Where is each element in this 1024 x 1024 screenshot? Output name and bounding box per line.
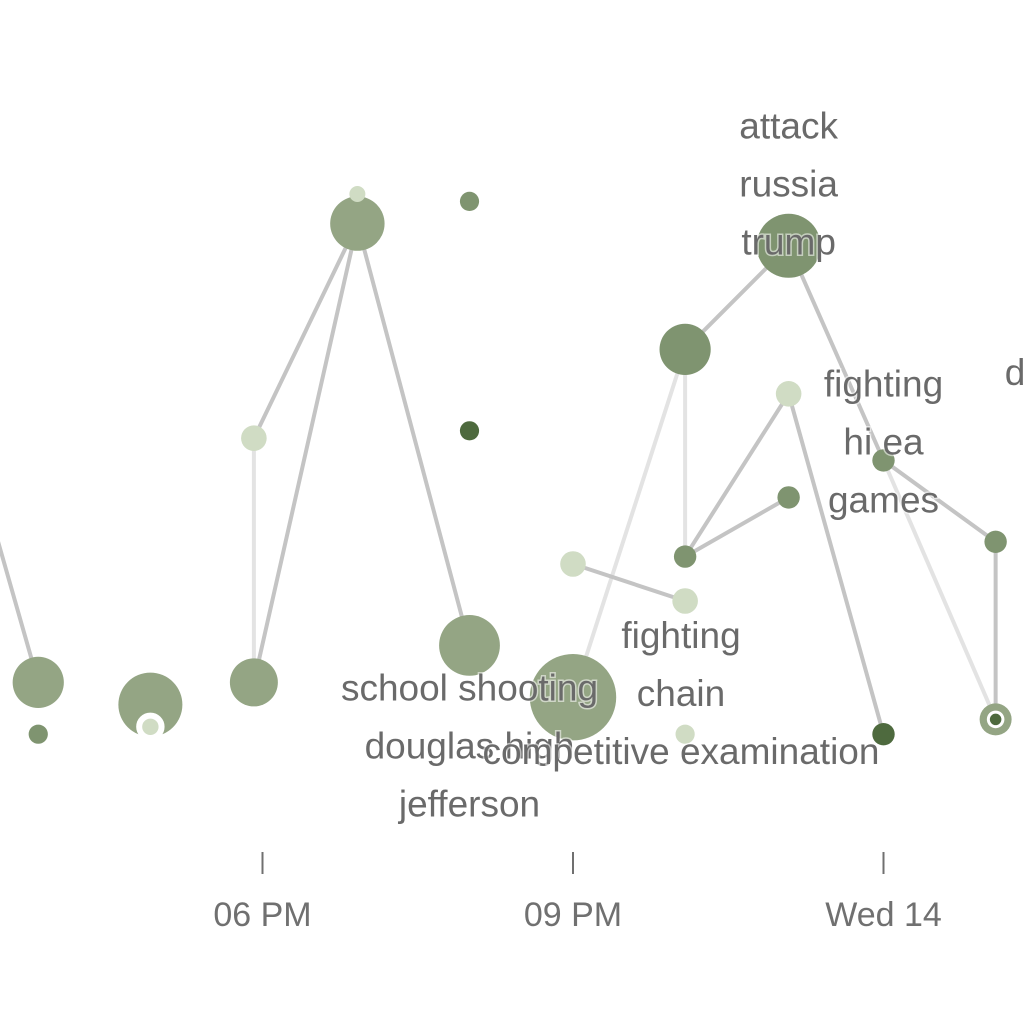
topic-node-n10[interactable] xyxy=(459,191,480,211)
topic-node-n4[interactable] xyxy=(118,672,183,737)
time-axis: 03 PM 06 PM 09 PM Wed 14 xyxy=(0,852,942,934)
axis-tick-label: 06 PM xyxy=(213,896,311,934)
topic-label-line: chain xyxy=(637,673,725,714)
link-n16-n20 xyxy=(683,391,791,559)
link-n7-n8 xyxy=(251,221,360,685)
topic-node-n19[interactable] xyxy=(756,213,821,278)
links-layer xyxy=(0,221,998,737)
topic-label-line: games xyxy=(828,480,939,521)
axis-tick-label: Wed 14 xyxy=(825,896,942,934)
topic-node-n16[interactable] xyxy=(673,545,697,568)
link-n16-n21 xyxy=(683,495,791,559)
topic-label-line: douglas high xyxy=(365,726,575,767)
topic-label-line: russia xyxy=(739,164,838,205)
topic-node-n23[interactable] xyxy=(872,723,895,746)
topic-node-n12[interactable] xyxy=(439,615,500,676)
topic-label-line: competitive examination xyxy=(483,731,880,772)
topic-node-n14[interactable] xyxy=(560,551,586,577)
axis-tick-label: 03 PM xyxy=(0,896,1,934)
topic-node-n20[interactable] xyxy=(775,381,802,407)
topic-label-line: jefferson xyxy=(398,784,540,825)
topic-node-n11[interactable] xyxy=(459,421,480,441)
topic-node-n6[interactable] xyxy=(241,425,267,452)
link-n22-n24 xyxy=(881,458,998,544)
link-n13-n15 xyxy=(571,347,688,700)
topic-node-n21[interactable] xyxy=(777,486,800,509)
topic-node-n5[interactable] xyxy=(136,712,165,741)
topic-node-n7[interactable] xyxy=(229,658,278,707)
nodes-layer xyxy=(12,186,1012,746)
link-n19-n22 xyxy=(786,243,886,463)
topic-node-n3[interactable] xyxy=(28,724,48,744)
topic-node-n9[interactable] xyxy=(349,186,366,202)
topic-label-line: fighting xyxy=(621,615,740,656)
topic-label-line: school shooting xyxy=(341,668,598,709)
topic-node-n17[interactable] xyxy=(672,588,698,614)
link-n6-n8 xyxy=(251,221,360,441)
link-n8-n12 xyxy=(355,221,472,648)
link-n1-n2 xyxy=(0,541,41,685)
topic-node-n2[interactable] xyxy=(12,656,64,709)
link-n22-n25 xyxy=(881,458,998,722)
topic-node-n15[interactable] xyxy=(659,323,711,375)
topic-label-line: dea xyxy=(1005,352,1024,393)
topic-label-line: trump xyxy=(741,222,836,263)
topic-node-n22[interactable] xyxy=(872,449,895,472)
axis-tick-label: 09 PM xyxy=(524,896,622,934)
topic-node-n18[interactable] xyxy=(675,724,695,744)
node-core-n25 xyxy=(989,713,1002,726)
topic-node-n8[interactable] xyxy=(330,196,385,251)
topic-node-n13[interactable] xyxy=(529,654,617,741)
link-n20-n23 xyxy=(786,391,886,737)
link-n14-n17 xyxy=(571,562,688,603)
topic-label-line: hi ea xyxy=(843,422,924,463)
topic-label-line: attack xyxy=(739,106,838,147)
topic-label-line: fighting xyxy=(824,364,943,405)
topic-node-n24[interactable] xyxy=(984,530,1007,553)
